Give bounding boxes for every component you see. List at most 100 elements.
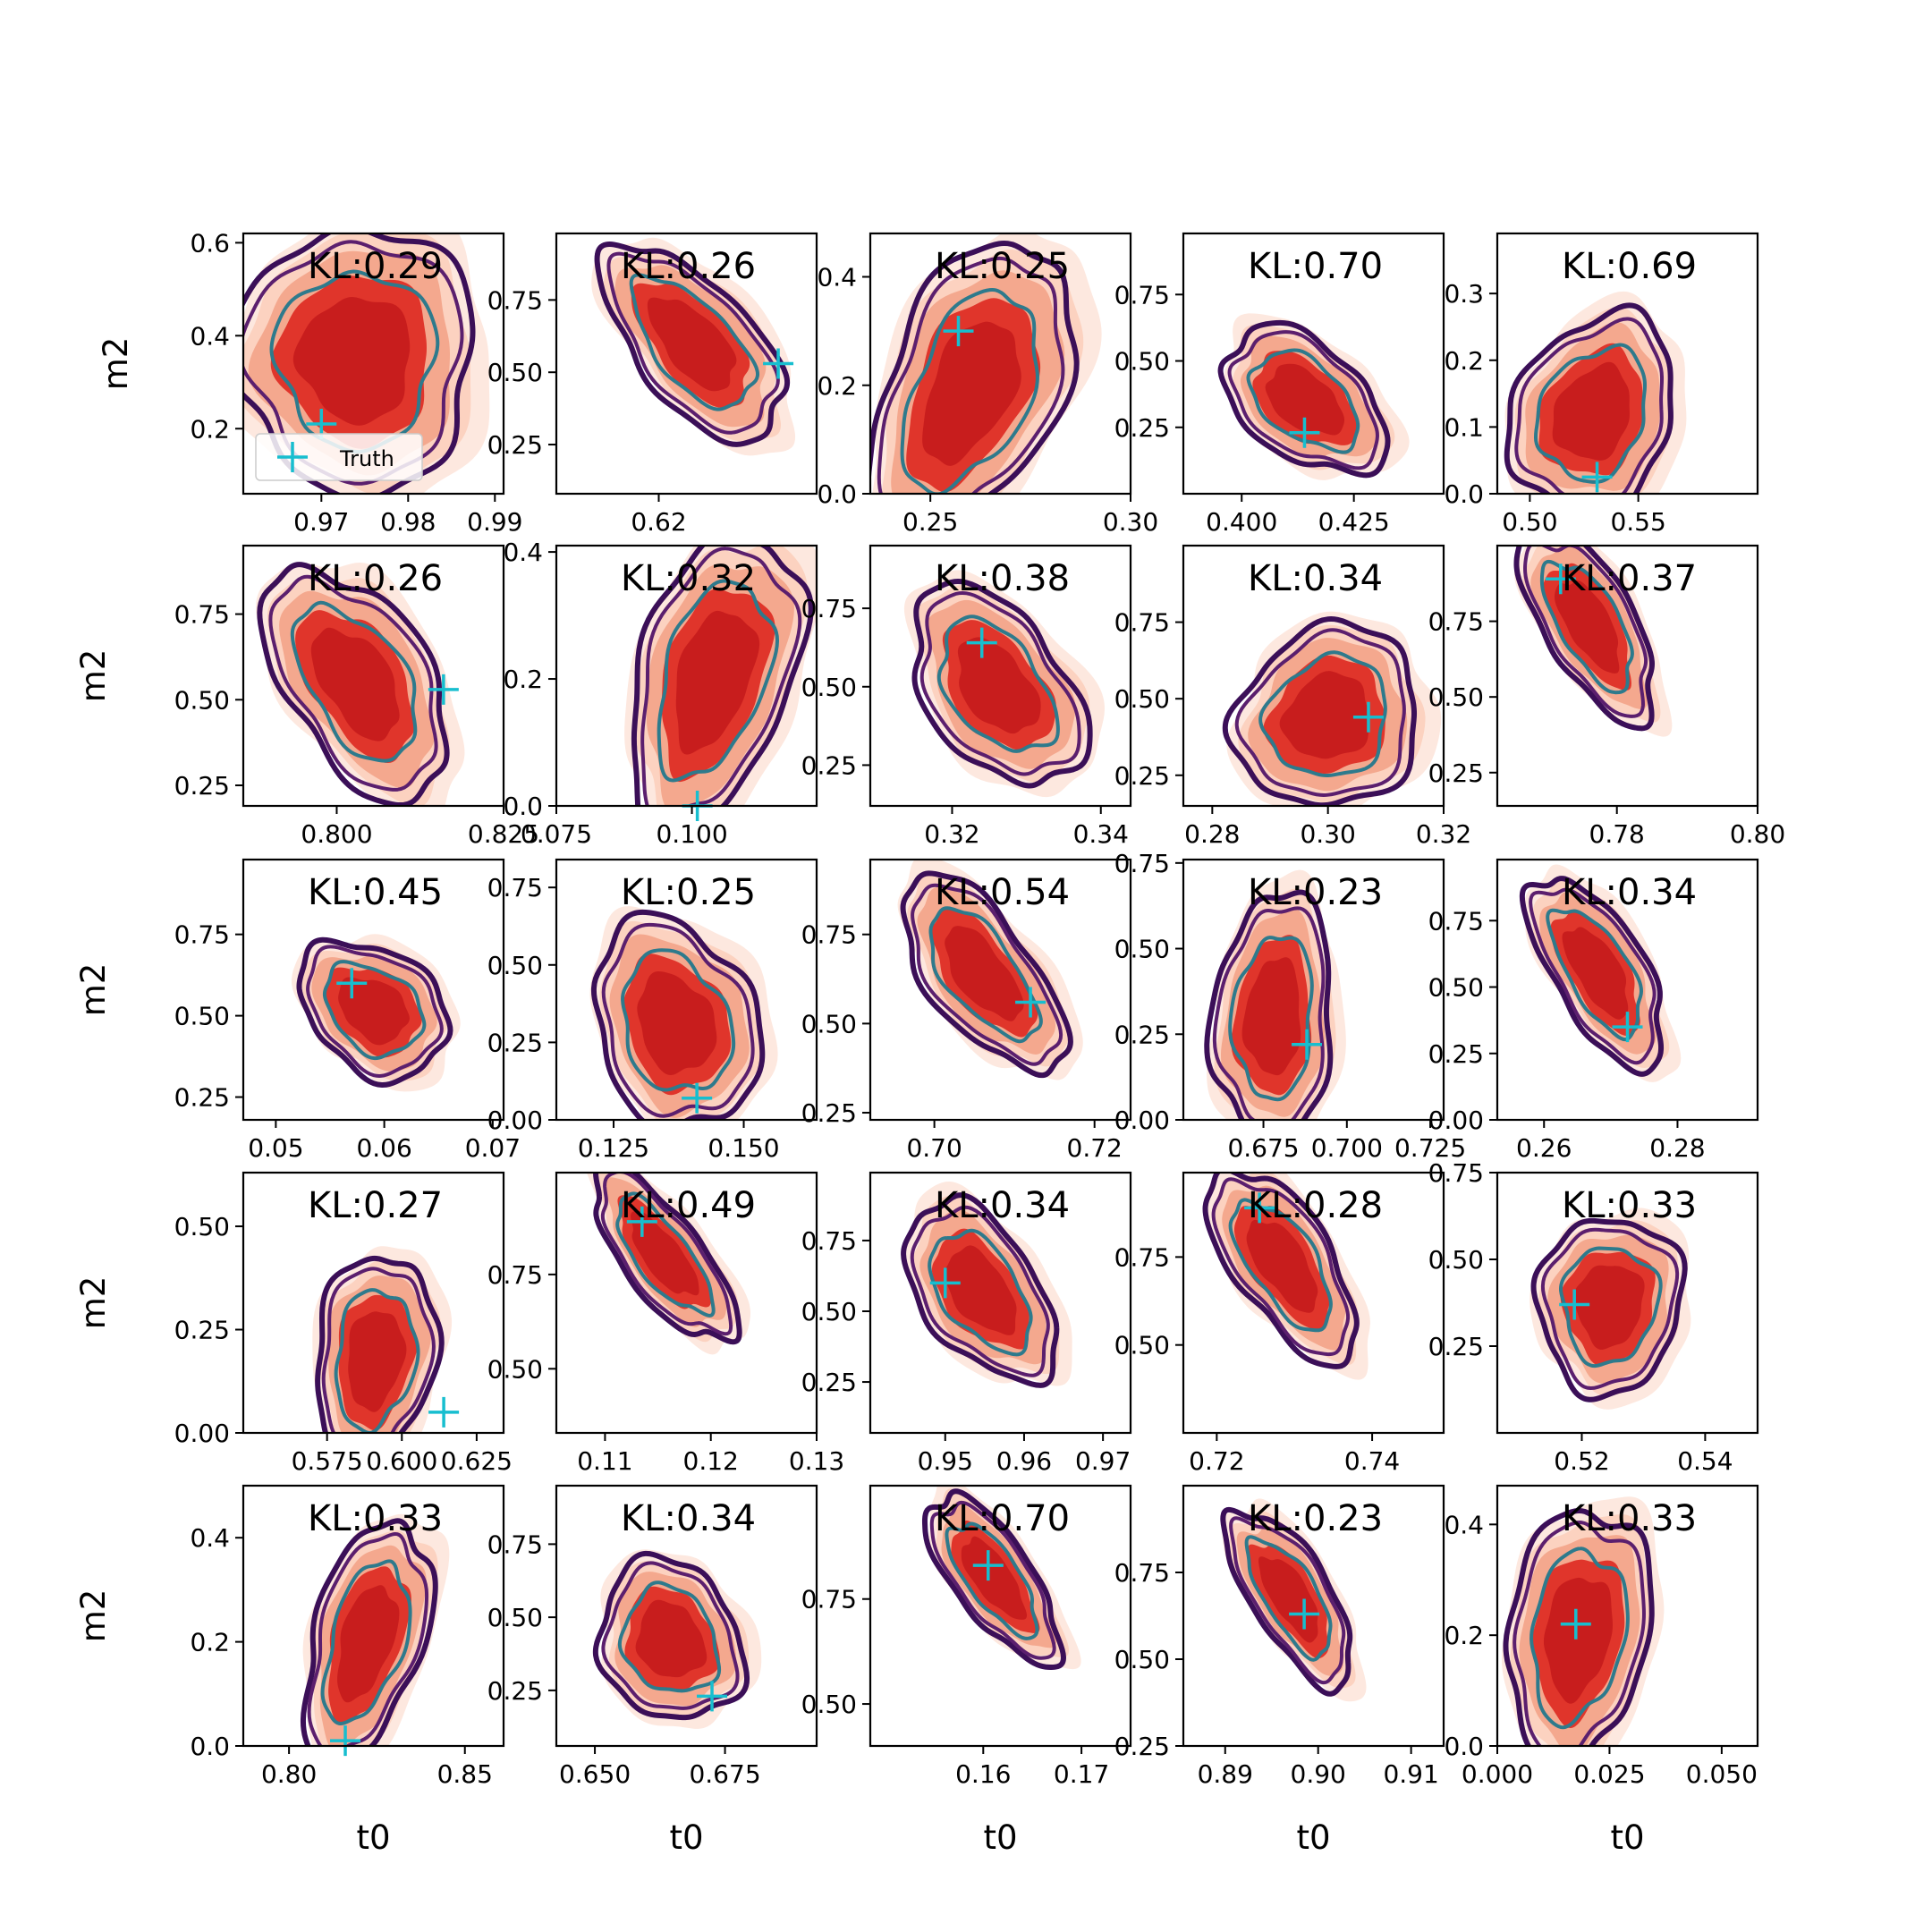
panel-plot-area [870,233,1102,494]
panel-plot-area [586,1173,751,1355]
kl-annotation: KL:0.33 [1562,1185,1697,1226]
kl-annotation: KL:0.32 [621,558,756,599]
contour-middle [910,1205,1050,1377]
legend-truth-marker [277,442,308,472]
axes-frame [869,544,1132,808]
panel-r4-c2: 0.16 0.17 0.50 0.75 KL:0.70 t0 [801,1484,1132,1857]
contour-inner [1539,559,1634,695]
x-tick-label: 0.100 [656,819,727,849]
y-axis-label: m2 [74,1276,113,1330]
contour-inner [1559,1246,1663,1368]
density-fill-core [338,977,410,1046]
y-tick-label: 0.50 [1114,684,1170,714]
contour-middle [1523,546,1648,718]
y-tick-label: 0.75 [487,873,543,902]
x-tick-label: 0.675 [1227,1133,1299,1163]
kl-annotation: KL:0.25 [621,872,756,913]
kl-annotation: KL:0.34 [935,1185,1070,1226]
contour-outer [631,546,814,806]
kl-annotation: KL:0.33 [1562,1498,1697,1539]
panel-r1-c3: 0.28 0.30 0.32 0.25 0.50 0.75 KL:0.34 [1114,544,1471,849]
y-tick-label: 0.2 [817,371,857,401]
x-tick-label: 0.025 [1573,1759,1645,1789]
contour-inner [1533,343,1648,484]
truth-marker [763,348,794,379]
axes-frame [242,1171,505,1435]
kl-annotation: KL:0.33 [308,1498,443,1539]
panel-r0-c2: 0.25 0.30 0.0 0.2 0.4 KL:0.25 [817,232,1158,537]
contour-middle [306,945,444,1078]
axes-frame [869,232,1132,496]
kl-annotation: KL:0.26 [621,246,756,287]
panel-r3-c3: 0.72 0.74 0.50 0.75 KL:0.28 [1114,1171,1445,1476]
axes-frame [1496,232,1759,496]
y-tick-label: 0.25 [487,430,543,460]
contour-middle [606,251,780,435]
x-axis-label: t0 [1296,1818,1330,1857]
truth-marker [1352,701,1384,733]
x-axis-label: t0 [983,1818,1017,1857]
x-tick-label: 0.91 [1383,1759,1438,1789]
axes-frame [1182,232,1445,496]
contour-outer [1220,1506,1353,1697]
x-tick-label: 0.85 [437,1759,493,1789]
contour-outer [590,909,766,1120]
density-fill-core [310,627,400,741]
truth-marker [330,1725,361,1757]
y-tick-label: 0.1 [1444,412,1484,442]
x-tick-label: 0.650 [559,1759,631,1789]
x-tick-label: 0.28 [1649,1133,1705,1163]
x-tick-label: 0.97 [293,507,349,537]
panel-plot-area [1204,869,1346,1120]
y-tick-label: 0.50 [487,1603,543,1632]
x-tick-label: 0.575 [292,1446,363,1476]
x-tick-label: 0.32 [1416,819,1471,849]
x-tick-label: 0.825 [468,819,539,849]
y-tick-label: 0.75 [801,594,857,623]
kl-annotation: KL:0.23 [1248,1498,1383,1539]
truth-marker [1560,1608,1591,1640]
y-tick-label: 0.50 [174,685,230,715]
kl-annotation: KL:0.54 [935,872,1070,913]
x-tick-label: 0.26 [1516,1133,1572,1163]
axes-frame [1182,1484,1445,1748]
contour-outer [1204,889,1334,1120]
contour-outer [296,936,453,1089]
truth-marker [929,1267,961,1299]
y-tick-label: 0.0 [817,479,857,509]
truth-marker [943,316,974,347]
panel-r3-c2: 0.95 0.96 0.97 0.25 0.50 0.75 KL:0.34 [801,1171,1132,1476]
x-tick-label: 0.05 [248,1133,303,1163]
density-fill-core [1554,580,1620,674]
contour-middle [877,256,1065,494]
axes-frame [869,858,1132,1122]
axes-frame [555,232,818,496]
contour-outer [315,1255,445,1433]
x-tick-label: 0.12 [683,1446,739,1476]
x-tick-label: 0.000 [1462,1759,1533,1789]
y-tick-label: 0.25 [801,1098,857,1128]
y-tick-label: 0.0 [503,792,543,821]
contour-middle [1211,1177,1351,1357]
density-fill-core [637,970,717,1075]
y-tick-label: 0.75 [1114,849,1170,878]
contour-inner [945,1521,1039,1640]
axes-frame [1496,544,1759,808]
contour-outer [1513,546,1655,732]
kl-annotation: KL:0.27 [308,1185,443,1226]
contour-outer [257,562,450,806]
x-tick-label: 0.72 [1067,1133,1123,1163]
density-fill-core [922,321,1021,466]
kl-annotation: KL:0.23 [1248,872,1383,913]
y-tick-label: 0.50 [801,673,857,702]
kl-annotation: KL:0.34 [621,1498,756,1539]
y-tick-label: 0.2 [190,414,230,444]
y-tick-label: 0.25 [801,750,857,780]
panel-plot-area [624,546,817,806]
density-fill-core [945,926,1024,1021]
density-fill-core [1279,671,1369,759]
contour-middle [321,1267,436,1433]
contour-outer [1217,319,1391,479]
y-tick-label: 0.2 [1444,1621,1484,1650]
